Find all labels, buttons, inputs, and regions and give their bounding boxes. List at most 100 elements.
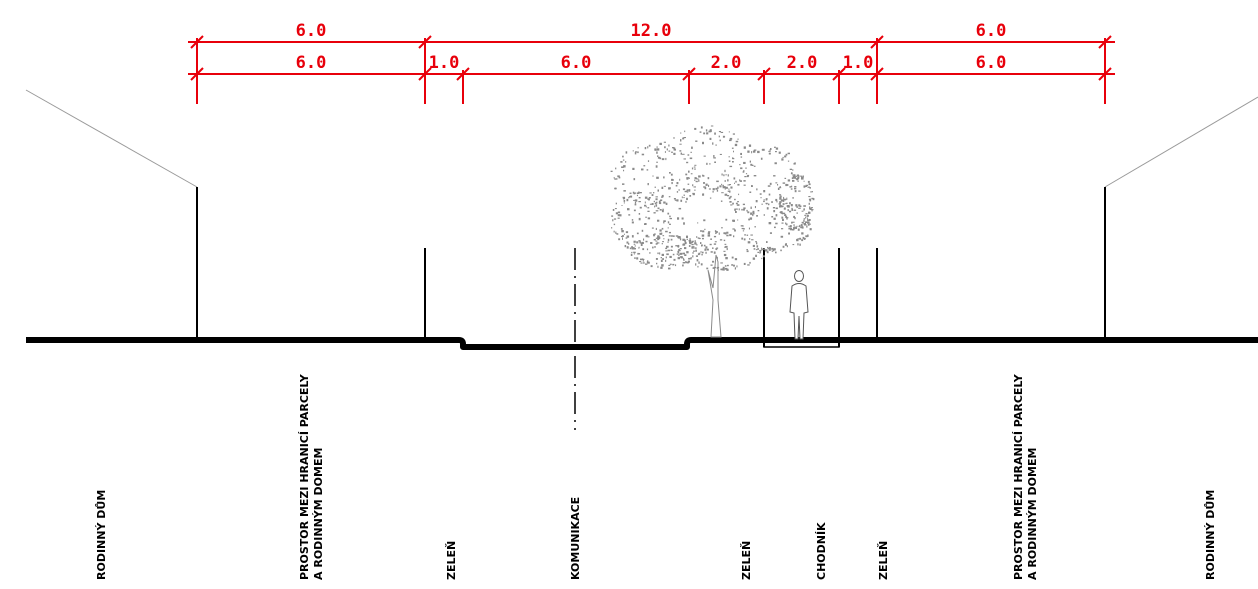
tree-leaf-dot — [771, 247, 774, 250]
tree-leaf-dot — [726, 248, 728, 251]
tree-leaf-dot — [792, 197, 794, 199]
tree-leaf-dot — [678, 252, 680, 254]
tree-leaf-dot — [656, 151, 658, 154]
tree-leaf-dot — [749, 217, 753, 220]
tree-leaf-dot — [689, 195, 692, 197]
tree-leaf-dot — [701, 234, 705, 237]
tree-leaf-dot — [698, 237, 701, 240]
tree-leaf-dot — [615, 231, 617, 234]
tree-leaf-dot — [789, 228, 793, 231]
tree-leaf-dot — [763, 199, 765, 201]
tree-leaf-dot — [680, 256, 683, 259]
tree-leaf-dot — [753, 165, 756, 167]
tree-leaf-dot — [676, 253, 679, 255]
tree-leaf-dot — [723, 232, 726, 235]
tree-leaf-dot — [628, 242, 630, 245]
tree-leaf-dot — [656, 201, 658, 204]
tree-leaf-dot — [652, 175, 654, 177]
tree-leaf-dot — [617, 214, 620, 217]
tree-leaf-dot — [633, 253, 635, 255]
tree-leaf-dot — [678, 254, 680, 257]
tree-leaf-dot — [657, 238, 660, 241]
tree-leaf-dot — [665, 259, 667, 262]
tree-leaf-dot — [804, 221, 808, 223]
tree-leaf-dot — [663, 220, 666, 222]
tree-leaf-dot — [791, 208, 793, 211]
tree-leaf-dot — [738, 208, 740, 211]
tree-leaf-dot — [616, 233, 619, 235]
tree-leaf-dot — [719, 185, 722, 188]
tree-leaf-dot — [671, 151, 673, 153]
tree-leaf-dot — [791, 177, 794, 180]
tree-leaf-dot — [721, 173, 723, 176]
tree-leaf-dot — [808, 202, 810, 205]
tree-leaf-dot — [793, 174, 796, 177]
tree-leaf-dot — [707, 234, 711, 237]
tree-leaf-dot — [746, 249, 748, 251]
tree-leaf-dot — [762, 255, 765, 258]
tree-leaf-dot — [767, 185, 771, 187]
tree-leaf-dot — [691, 243, 694, 246]
tree-leaf-dot — [719, 153, 722, 155]
tree-leaf-dot — [654, 205, 656, 208]
tree-leaf-dot — [682, 188, 686, 191]
tree-leaf-dot — [749, 238, 751, 240]
tree-leaf-dot — [653, 200, 655, 203]
tree-leaf-dot — [712, 247, 714, 249]
tree-leaf-dot — [666, 253, 669, 256]
tree-leaf-dot — [766, 251, 769, 254]
tree-leaf-dot — [715, 248, 718, 250]
tree-leaf-dot — [725, 186, 728, 189]
tree-leaf-dot — [740, 225, 744, 227]
tree-leaf-dot — [680, 152, 682, 155]
tree-leaf-dot — [696, 244, 698, 246]
tree-leaf-dot — [682, 137, 685, 140]
tree-leaf-dot — [792, 221, 795, 223]
tree-leaf-dot — [743, 184, 746, 186]
tree-leaf-dot — [656, 148, 660, 151]
tree-leaf-dot — [697, 222, 699, 224]
tree-leaf-dot — [695, 140, 698, 142]
tree-leaf-dot — [779, 204, 782, 207]
tree-leaf-dot — [630, 195, 633, 198]
tree-leaf-dot — [703, 186, 706, 188]
tree-leaf-dot — [735, 211, 737, 213]
tree-leaf-dot — [799, 224, 801, 227]
tree-leaf-dot — [661, 243, 663, 245]
tree-leaf-dot — [796, 238, 799, 242]
tree-leaf-dot — [614, 178, 617, 180]
tree-leaf-dot — [721, 183, 723, 186]
tree-leaf-dot — [713, 266, 717, 269]
tree-leaf-dot — [655, 243, 657, 245]
tree-leaf-dot — [800, 224, 803, 227]
tree-leaf-dot — [768, 203, 770, 206]
tree-leaf-dot — [649, 192, 652, 194]
dimension-detail-3: 6.0 — [561, 53, 592, 73]
tree-leaf-dot — [612, 209, 615, 211]
tree-leaf-dot — [802, 236, 805, 240]
tree-leaf-dot — [807, 218, 809, 222]
tree-leaf-dot — [735, 202, 738, 205]
tree-leaf-dot — [654, 233, 656, 236]
tree-leaf-dot — [775, 182, 778, 184]
tree-leaf-dot — [789, 186, 791, 188]
tree-leaf-dot — [751, 239, 754, 241]
tree-leaf-dot — [781, 222, 784, 224]
tree-leaf-dot — [655, 198, 658, 201]
dimension-detail-1: 6.0 — [296, 53, 327, 73]
tree-leaf-dot — [761, 249, 763, 251]
tree-leaf-dot — [687, 183, 690, 185]
tree-leaf-dot — [725, 218, 728, 221]
tree-leaf-dot — [661, 264, 664, 266]
tree-leaf-dot — [712, 260, 715, 263]
tree-leaf-dot — [793, 215, 795, 218]
tree-leaf-dot — [763, 214, 765, 216]
tree-leaf-dot — [745, 173, 748, 175]
tree-leaf-dot — [663, 141, 666, 143]
tree-leaf-dot — [647, 260, 649, 262]
tree-leaf-dot — [612, 219, 614, 222]
tree-leaf-dot — [805, 216, 807, 219]
tree-leaf-dot — [690, 151, 692, 153]
tree-leaf-dot — [676, 199, 679, 202]
tree-leaf-dot — [632, 150, 634, 152]
